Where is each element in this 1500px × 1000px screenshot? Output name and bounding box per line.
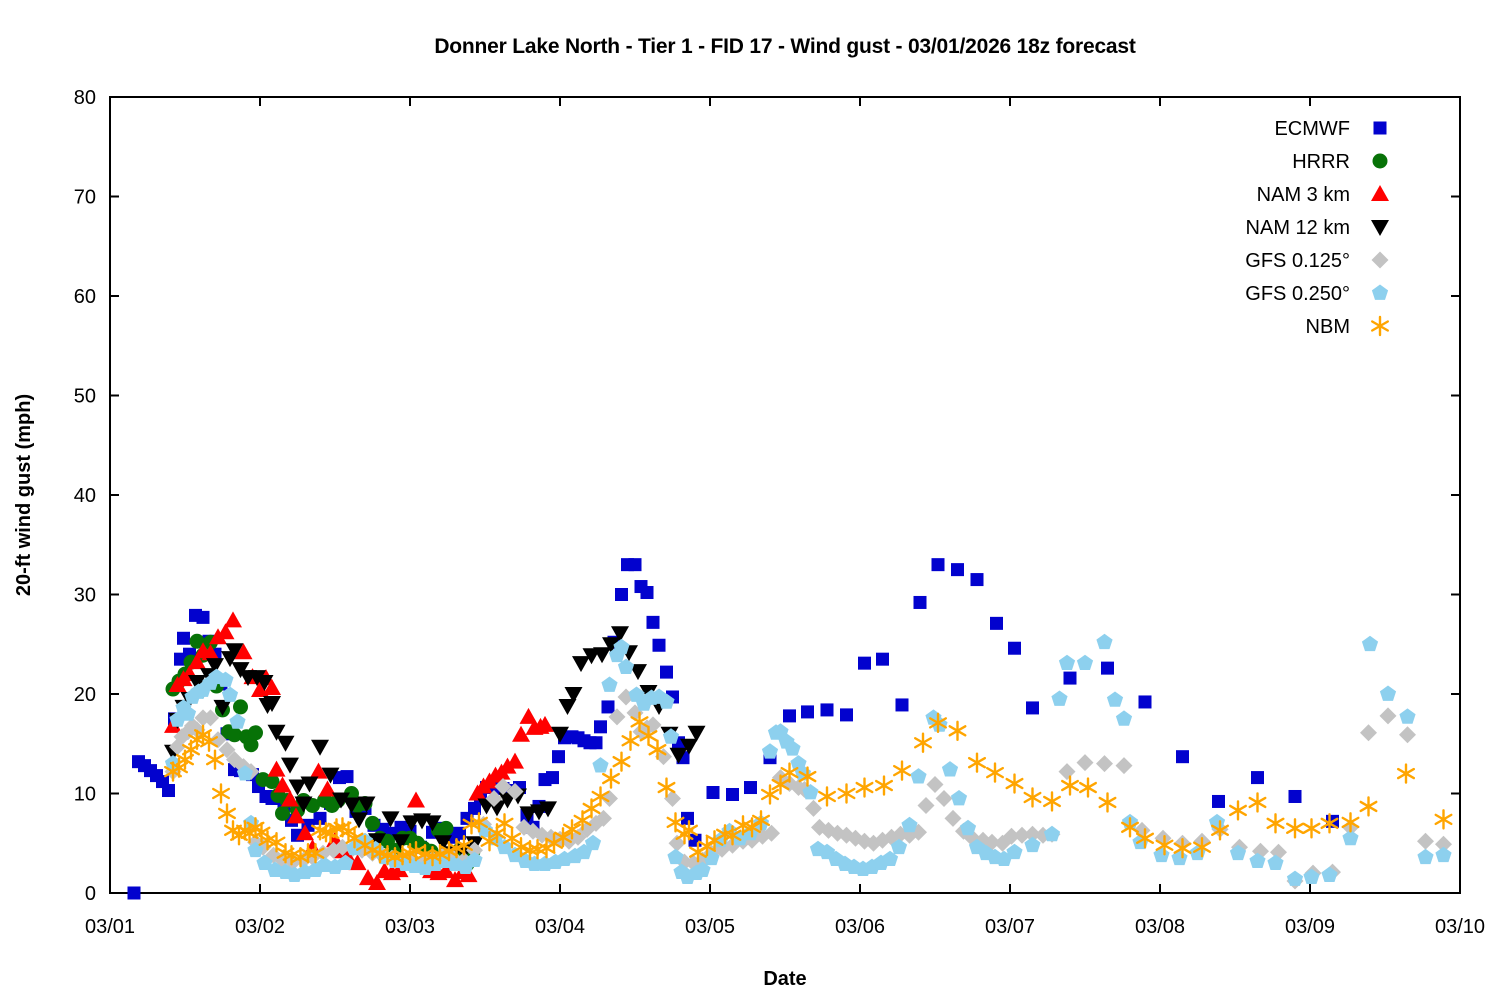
legend-label: GFS 0.125° <box>1245 250 1350 272</box>
legend-marker-ecmwf-icon <box>1373 121 1387 135</box>
legend-item-nam-12-km: NAM 12 km <box>1246 217 1389 239</box>
series-gfs-0-250 <box>164 633 1452 886</box>
legend-item-nbm: NBM <box>1306 315 1389 338</box>
y-tick-label: 60 <box>74 286 96 308</box>
y-tick-label: 20 <box>74 684 96 706</box>
legend-marker-nam-3-km-icon <box>1371 185 1389 201</box>
axis-ticks: 03/01 03/02 03/03 03/04 03/05 03/06 03/07 03/08… <box>74 87 1485 938</box>
x-tick-label: 03/04 <box>535 916 585 938</box>
series-nam-3-km <box>164 611 554 891</box>
legend-label: NBM <box>1306 316 1350 338</box>
y-tick-label: 70 <box>74 187 96 209</box>
legend-item-hrrr: HRRR <box>1292 151 1388 173</box>
legend-item-gfs-0-125: GFS 0.125° <box>1245 250 1389 272</box>
y-tick-label: 80 <box>74 87 96 109</box>
x-tick-label: 03/06 <box>835 916 885 938</box>
data-points <box>127 558 1453 900</box>
legend-item-nam-3-km: NAM 3 km <box>1257 184 1389 206</box>
x-axis-title: Date <box>763 968 806 990</box>
x-tick-label: 03/05 <box>685 916 735 938</box>
legend-label: GFS 0.250° <box>1245 283 1350 305</box>
y-tick-label: 40 <box>74 485 96 507</box>
y-axis-title: 20-ft wind gust (mph) <box>13 394 35 596</box>
x-tick-label: 03/08 <box>1135 916 1185 938</box>
x-tick-label: 03/10 <box>1435 916 1485 938</box>
chart-title: Donner Lake North - Tier 1 - FID 17 - Wi… <box>434 35 1136 58</box>
legend-marker-nbm-icon <box>1371 315 1389 337</box>
legend-marker-hrrr-icon <box>1372 153 1388 169</box>
x-tick-label: 03/01 <box>85 916 135 938</box>
legend-label: NAM 3 km <box>1257 184 1350 206</box>
x-tick-label: 03/07 <box>985 916 1035 938</box>
legend-item-ecmwf: ECMWF <box>1274 118 1387 140</box>
legend-item-gfs-0-250: GFS 0.250° <box>1245 283 1389 305</box>
legend-label: HRRR <box>1292 151 1350 173</box>
y-tick-label: 30 <box>74 585 96 607</box>
legend-marker-gfs-0-250-icon <box>1371 284 1389 300</box>
y-tick-label: 50 <box>74 386 96 408</box>
legend-label: NAM 12 km <box>1246 217 1350 239</box>
legend: ECMWF HRRR NAM 3 km NAM 12 km GFS 0.125° GFS … <box>1245 118 1389 338</box>
legend-marker-nam-12-km-icon <box>1371 220 1389 236</box>
x-tick-label: 03/09 <box>1285 916 1335 938</box>
y-tick-label: 0 <box>85 883 96 905</box>
x-tick-label: 03/03 <box>385 916 435 938</box>
legend-label: ECMWF <box>1274 118 1350 140</box>
legend-marker-gfs-0-125-icon <box>1371 251 1389 269</box>
series-nbm <box>164 711 1453 868</box>
x-tick-label: 03/02 <box>235 916 285 938</box>
y-tick-label: 10 <box>74 784 96 806</box>
